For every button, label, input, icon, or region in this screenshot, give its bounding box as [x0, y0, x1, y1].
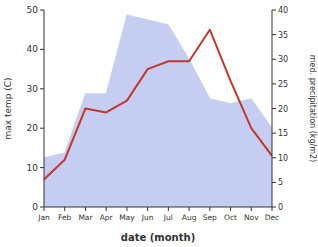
y2-tick — [272, 59, 276, 60]
y2-tick — [272, 157, 276, 158]
y-tick — [40, 10, 44, 11]
x-tick — [106, 207, 107, 211]
x-tick-label: Feb — [58, 213, 72, 222]
x-tick — [251, 207, 252, 211]
y2-tick — [272, 10, 276, 11]
x-tick-label: Jul — [163, 213, 173, 222]
y-tick — [40, 128, 44, 129]
y-tick — [40, 49, 44, 50]
line — [44, 30, 272, 180]
x-tick-label: Dec — [265, 213, 280, 222]
y2-tick-label: 25 — [278, 80, 288, 89]
x-tick — [44, 207, 45, 211]
y-tick — [40, 167, 44, 168]
y2-tick — [272, 34, 276, 35]
y-tick-label: 40 — [27, 44, 39, 54]
y-tick-label: 30 — [27, 84, 39, 94]
y2-tick — [272, 207, 276, 208]
x-tick-label: Mar — [78, 213, 93, 222]
x-tick — [64, 207, 65, 211]
plot-area — [44, 15, 272, 207]
x-tick-label: Apr — [100, 213, 114, 222]
y-axis-label: max temp (C) — [3, 77, 13, 139]
y2-tick-label: 20 — [278, 105, 288, 114]
x-tick — [168, 207, 169, 211]
y2-tick-label: 0 — [278, 203, 283, 212]
x-tick-label: Nov — [244, 213, 259, 222]
x-tick-label: May — [119, 213, 135, 222]
y-tick — [40, 88, 44, 89]
x-tick — [147, 207, 148, 211]
y2-tick — [272, 133, 276, 134]
y-tick-label: 20 — [27, 123, 39, 133]
y2-tick-label: 15 — [278, 129, 288, 138]
x-tick-label: Oct — [224, 213, 237, 222]
x-tick-label: Sep — [203, 213, 217, 222]
x-tick — [126, 207, 127, 211]
chart: 0 10 20 30 40 50 0 5 10 15 20 25 30 35 40 Jan Feb Mar Apr M… — [0, 0, 318, 247]
x-tick — [85, 207, 86, 211]
y2-axis-label: med. precipitation (kg/m2) — [308, 55, 317, 162]
y-tick-label: 0 — [32, 202, 38, 212]
x-tick-label: Jun — [141, 213, 154, 222]
x-tick — [209, 207, 210, 211]
y-tick — [40, 207, 44, 208]
x-tick-label: Aug — [182, 213, 197, 222]
y2-tick-label: 10 — [278, 154, 288, 163]
x-tick — [272, 207, 273, 211]
y2-tick — [272, 182, 276, 183]
x-axis-label: date (month) — [121, 232, 195, 243]
x-tick — [230, 207, 231, 211]
y2-tick-label: 40 — [278, 6, 288, 15]
y-tick-label: 10 — [27, 163, 39, 173]
area — [44, 15, 272, 207]
y-tick-label: 50 — [27, 5, 39, 15]
y-axis — [44, 10, 45, 207]
x-tick-label: Jan — [37, 213, 50, 222]
x-tick — [189, 207, 190, 211]
y2-tick-label: 30 — [278, 55, 288, 64]
y2-tick-label: 35 — [278, 31, 288, 40]
y2-tick — [272, 108, 276, 109]
y2-tick-label: 5 — [278, 178, 283, 187]
x-axis — [44, 207, 272, 208]
y2-tick — [272, 83, 276, 84]
